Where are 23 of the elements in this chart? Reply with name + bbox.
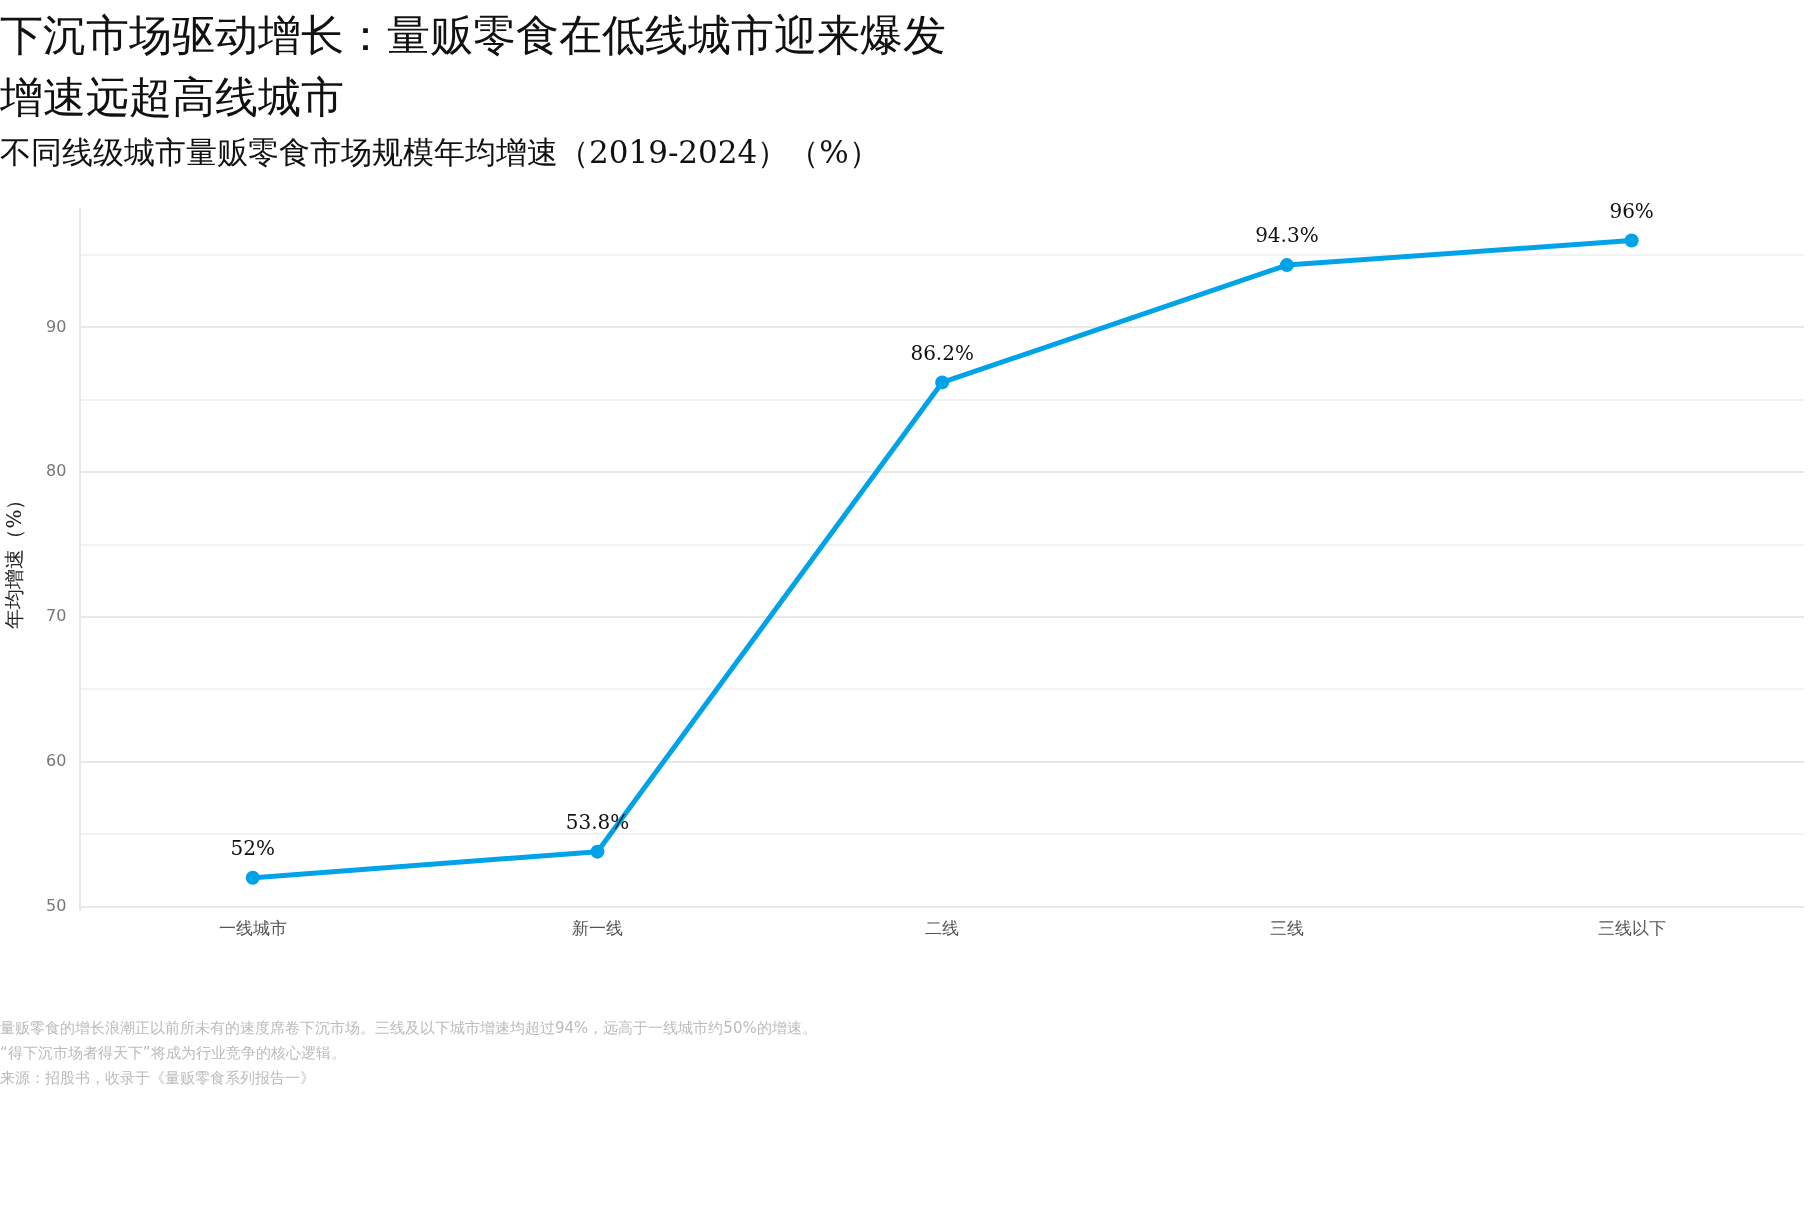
y-tick-label: 50 — [46, 895, 67, 915]
chart-title: 下沉市场驱动增长：量贩零食在低线城市迎来爆发增速远超高线城市 — [0, 9, 947, 124]
text: “得下沉市场者得天下”将成为行业竞争的核心逻辑。 — [0, 1043, 347, 1064]
y-tick-label: 80 — [46, 461, 67, 481]
point — [1279, 258, 1294, 273]
chart-subtitle: 不同线级城市量贩零食市场规模年均增速（2019-2024）（%） — [0, 133, 880, 172]
x-tick-label: 三线 — [1269, 918, 1304, 939]
point — [245, 870, 260, 885]
y-axis-title: 年均增速（%） — [2, 489, 27, 629]
data-label: 52% — [230, 835, 275, 860]
data-label: 96% — [1609, 198, 1654, 223]
y-tick-label: 90 — [46, 316, 67, 336]
point — [935, 375, 950, 390]
x-tick-label: 新一线 — [571, 918, 623, 939]
y-tick-label: 60 — [46, 751, 67, 771]
x-tick-label: 一线城市 — [218, 918, 287, 939]
x-tick-label: 三线以下 — [1597, 918, 1666, 939]
point — [590, 844, 605, 859]
y-tick-label: 70 — [46, 606, 67, 626]
data-label: 94.3% — [1255, 223, 1319, 248]
data-label: 86.2% — [910, 340, 974, 365]
x-tick-label: 二线 — [925, 918, 960, 939]
point — [1624, 233, 1639, 248]
